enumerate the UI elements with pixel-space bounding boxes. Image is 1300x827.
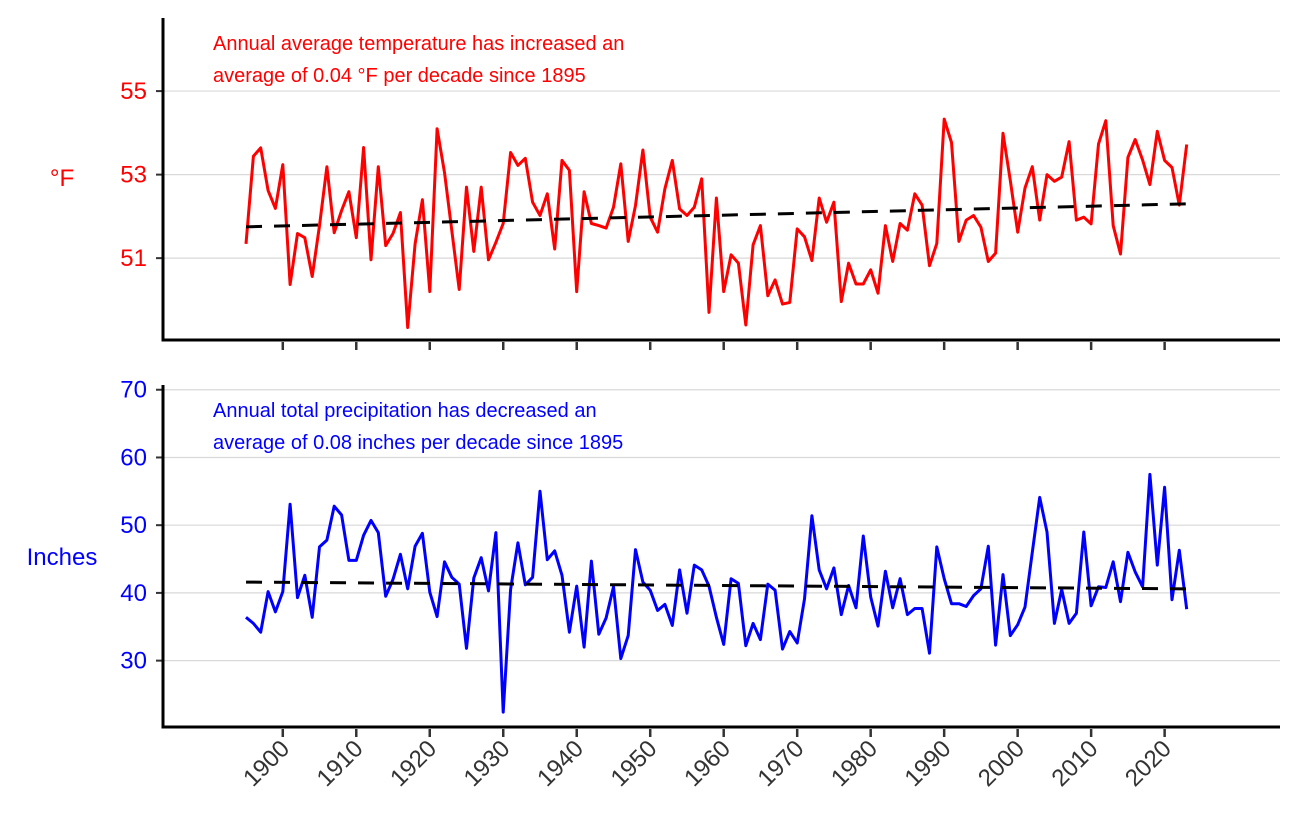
trend-annotation: average of 0.08 inches per decade since … <box>213 432 623 454</box>
x-tick-label: 1960 <box>679 735 736 792</box>
precipitation-series-line <box>245 472 1189 714</box>
x-tick-label: 1930 <box>459 735 516 792</box>
y-tick-label: 53 <box>120 162 147 189</box>
y-tick-label: 60 <box>120 444 147 471</box>
y-tick-label: 30 <box>120 648 147 675</box>
x-axis: 1900 1910 1920 1930 1940 1950 1960 1970 1980 1990… <box>238 735 1177 792</box>
y-axis-label: °F <box>50 165 74 192</box>
x-tick-label: 1910 <box>312 735 369 792</box>
x-tick-label: 1920 <box>385 735 442 792</box>
y-tick-label: 51 <box>120 245 147 272</box>
y-tick-label: 50 <box>120 512 147 539</box>
x-tick-label: 1950 <box>606 735 663 792</box>
x-tick-label: 1980 <box>826 735 883 792</box>
precipitation-panel: 30 40 50 60 70 Inches Annual total precipitati… <box>27 377 1280 737</box>
x-tick-label: 1940 <box>532 735 589 792</box>
y-tick-label: 40 <box>120 580 147 607</box>
y-tick-label: 70 <box>120 377 147 404</box>
y-tick-label: 55 <box>120 78 147 105</box>
x-tick-label: 2010 <box>1047 735 1104 792</box>
trend-annotation: average of 0.04 °F per decade since 1895 <box>213 65 586 87</box>
x-tick-label: 2020 <box>1120 735 1177 792</box>
trend-line <box>246 580 1187 591</box>
trend-annotation: Annual average temperature has increased… <box>213 33 624 55</box>
trend-line <box>246 202 1187 229</box>
x-tick-label: 1970 <box>753 735 810 792</box>
temperature-panel: 51 53 55 °F Annual average temperature has i… <box>50 18 1280 350</box>
x-tick-label: 1900 <box>238 735 295 792</box>
trend-annotation: Annual total precipitation has decreased… <box>213 400 597 422</box>
x-tick-label: 1990 <box>900 735 957 792</box>
y-axis-label: Inches <box>27 544 98 571</box>
x-tick-label: 2000 <box>973 735 1030 792</box>
temperature-series-line <box>244 117 1189 329</box>
